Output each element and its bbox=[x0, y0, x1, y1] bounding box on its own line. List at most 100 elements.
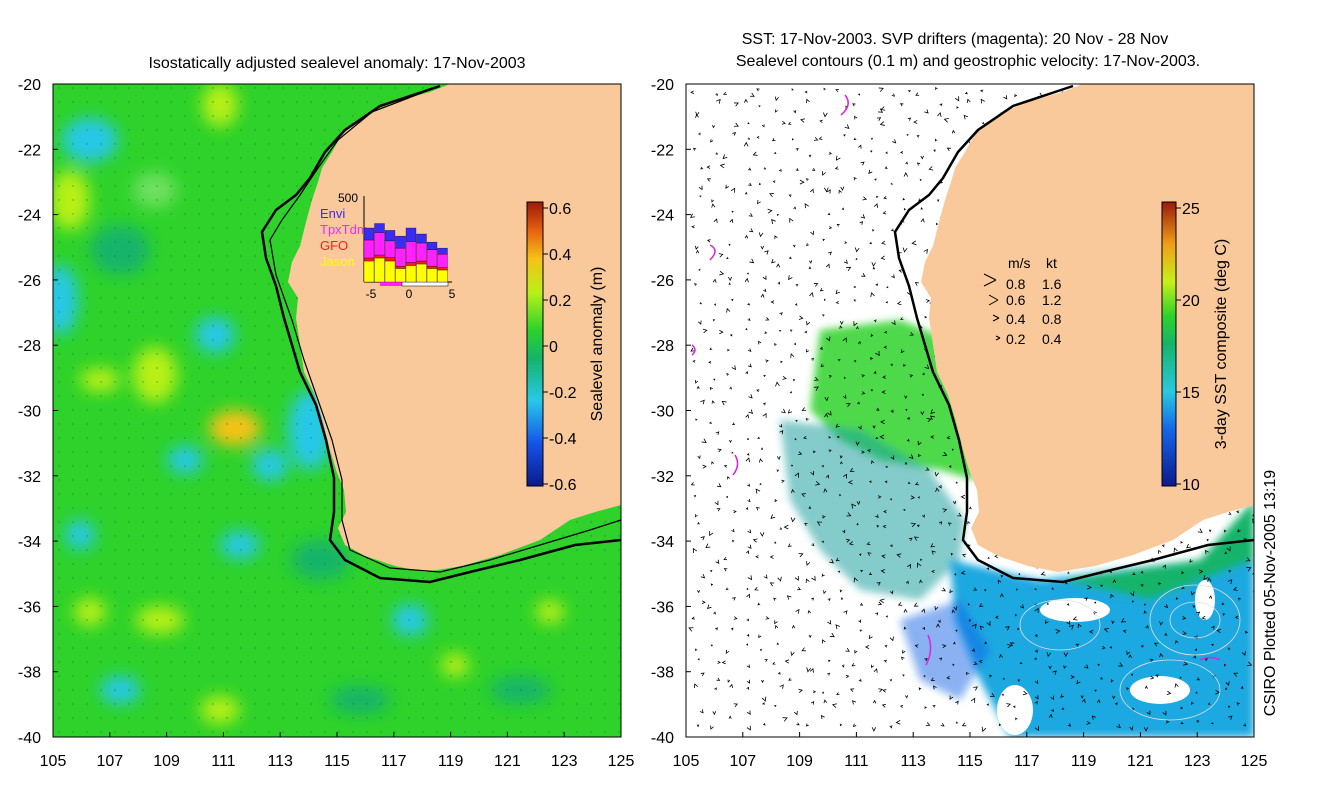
velocity-arrow bbox=[733, 616, 738, 620]
velocity-arrow bbox=[762, 412, 767, 418]
velocity-arrow bbox=[827, 672, 831, 676]
velocity-arrow bbox=[712, 319, 715, 322]
velocity-arrow bbox=[798, 552, 804, 558]
velocity-arrow bbox=[1076, 679, 1081, 685]
velocity-arrow bbox=[712, 278, 717, 283]
velocity-arrow bbox=[771, 259, 776, 264]
velocity-arrow bbox=[700, 166, 704, 170]
velocity-arrow bbox=[1084, 664, 1089, 669]
right-lon-tick-5: 115 bbox=[957, 753, 983, 770]
velocity-arrow bbox=[954, 96, 960, 102]
velocity-arrow bbox=[806, 561, 811, 566]
velocity-arrow bbox=[1044, 619, 1049, 624]
velocity-arrow bbox=[723, 568, 728, 572]
velocity-arrow bbox=[835, 289, 840, 295]
velocity-arrow bbox=[836, 692, 840, 696]
velocity-arrow bbox=[951, 129, 956, 134]
velocity-arrow bbox=[924, 109, 929, 114]
velocity-arrow bbox=[774, 624, 779, 629]
velocity-arrow bbox=[1164, 632, 1168, 636]
right-lat-tick-2: -24 bbox=[651, 208, 674, 225]
velocity-arrow bbox=[911, 240, 917, 246]
velocity-arrow bbox=[801, 407, 807, 412]
velocity-arrow bbox=[714, 687, 717, 691]
velocity-arrow bbox=[961, 722, 967, 727]
velocity-arrow bbox=[777, 576, 782, 582]
velocity-arrow bbox=[758, 182, 762, 186]
velocity-arrow bbox=[980, 89, 984, 93]
velocity-arrow bbox=[747, 122, 750, 125]
inset-bar-0-gfo bbox=[363, 257, 375, 262]
velocity-arrow bbox=[998, 723, 1002, 727]
velocity-arrow bbox=[1110, 679, 1114, 683]
velocity-arrow bbox=[875, 612, 879, 616]
velocity-arrow bbox=[939, 657, 943, 661]
velocity-arrow bbox=[1208, 595, 1213, 599]
velocity-arrow bbox=[881, 240, 886, 245]
left-lat-tick-3: -26 bbox=[18, 273, 41, 290]
inset-legend-jason: Jason bbox=[320, 254, 355, 269]
velocity-arrow bbox=[851, 700, 857, 705]
velocity-arrow bbox=[1261, 451, 1263, 453]
velocity-arrow bbox=[1206, 538, 1209, 542]
velocity-arrow bbox=[733, 510, 737, 514]
sst-cloud-gaps bbox=[997, 580, 1215, 735]
inset-bar-7-jason bbox=[437, 269, 448, 283]
velocity-arrow bbox=[858, 678, 862, 682]
velocity-arrow bbox=[1261, 377, 1263, 379]
velocity-arrow bbox=[824, 413, 829, 418]
velocity-arrow bbox=[782, 717, 788, 722]
velocity-arrow bbox=[1002, 677, 1005, 680]
velocity-arrow bbox=[747, 348, 752, 352]
velocity-arrow bbox=[776, 213, 779, 217]
velocity-arrow bbox=[1129, 726, 1134, 731]
velocity-arrow bbox=[953, 606, 958, 611]
right-lon-tick-3: 111 bbox=[844, 753, 868, 770]
velocity-arrow bbox=[1077, 623, 1082, 629]
velocity-legend-kt-3: 0.4 bbox=[1042, 331, 1062, 347]
velocity-arrow bbox=[827, 212, 831, 216]
velocity-arrow bbox=[790, 651, 795, 657]
velocity-arrow bbox=[924, 315, 928, 319]
velocity-arrow bbox=[921, 393, 924, 397]
velocity-arrow bbox=[801, 493, 806, 498]
velocity-arrow bbox=[902, 197, 905, 201]
velocity-arrow bbox=[822, 514, 826, 519]
velocity-arrow bbox=[883, 659, 888, 663]
velocity-arrow bbox=[968, 619, 972, 623]
velocity-arrow bbox=[840, 597, 844, 600]
velocity-arrow bbox=[876, 525, 880, 528]
velocity-arrow bbox=[909, 374, 914, 378]
velocity-arrow bbox=[885, 465, 888, 469]
velocity-arrow bbox=[1094, 689, 1097, 692]
velocity-arrow bbox=[853, 137, 857, 141]
velocity-arrow bbox=[796, 722, 800, 726]
velocity-arrow bbox=[890, 409, 894, 413]
velocity-arrow bbox=[979, 603, 984, 608]
velocity-arrow bbox=[809, 667, 814, 673]
velocity-arrow bbox=[870, 333, 874, 337]
velocity-arrow bbox=[882, 375, 886, 379]
velocity-arrow bbox=[1046, 652, 1052, 658]
velocity-arrow bbox=[937, 111, 942, 118]
velocity-arrow bbox=[809, 188, 814, 194]
velocity-arrow bbox=[889, 636, 894, 642]
velocity-arrow bbox=[699, 195, 702, 198]
velocity-arrow bbox=[728, 439, 732, 444]
velocity-arrow bbox=[843, 259, 848, 265]
velocity-arrow bbox=[973, 661, 978, 665]
velocity-arrow bbox=[811, 575, 816, 582]
velocity-arrow bbox=[821, 171, 826, 176]
inset-bar-0-jason bbox=[363, 260, 375, 283]
velocity-arrow bbox=[1089, 629, 1094, 634]
inset-hotspot-bar bbox=[380, 282, 402, 286]
velocity-legend-ms-0: 0.8 bbox=[1006, 276, 1026, 292]
left-lon-tick-3: 111 bbox=[211, 753, 235, 770]
velocity-arrow bbox=[763, 288, 767, 292]
velocity-arrow bbox=[810, 230, 814, 236]
sst-colorbar-tick-3: 10 bbox=[1182, 477, 1200, 494]
velocity-arrow bbox=[1194, 635, 1198, 640]
velocity-arrow bbox=[807, 609, 811, 614]
velocity-arrow bbox=[1189, 559, 1193, 563]
velocity-arrow bbox=[1174, 682, 1179, 688]
